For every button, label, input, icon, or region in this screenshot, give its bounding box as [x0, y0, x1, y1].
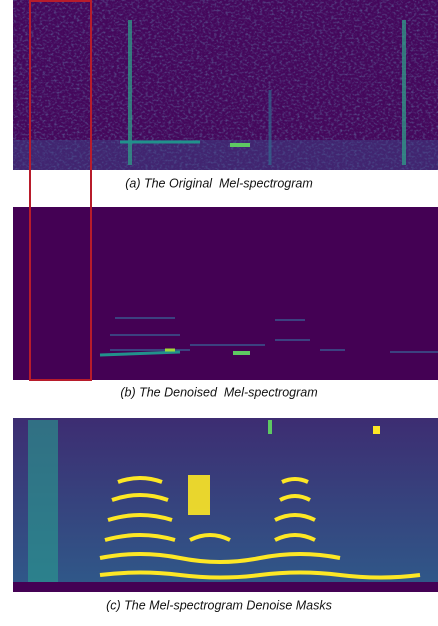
mask-blob [373, 426, 380, 434]
spectrogram-original [13, 0, 438, 170]
mask-stripes [99, 476, 421, 580]
noise [13, 0, 438, 170]
low-band [13, 140, 438, 170]
spectrogram-mask [13, 418, 438, 592]
mask-blob [268, 420, 272, 434]
mask-blob [188, 475, 210, 515]
spectrogram-denoised [13, 207, 438, 380]
harmonic [99, 350, 181, 357]
spectrogram-bg [13, 418, 438, 592]
highlight-box [29, 0, 92, 381]
harmonics [110, 317, 438, 353]
spectrogram-bg [13, 207, 438, 380]
floor [13, 582, 438, 592]
band [28, 420, 58, 585]
caption: (c) The Mel-spectrogram Denoise Masks [106, 598, 332, 612]
caption: (b) The Denoised Mel-spectrogram [120, 385, 317, 399]
caption: (a) The Original Mel-spectrogram [125, 176, 313, 190]
